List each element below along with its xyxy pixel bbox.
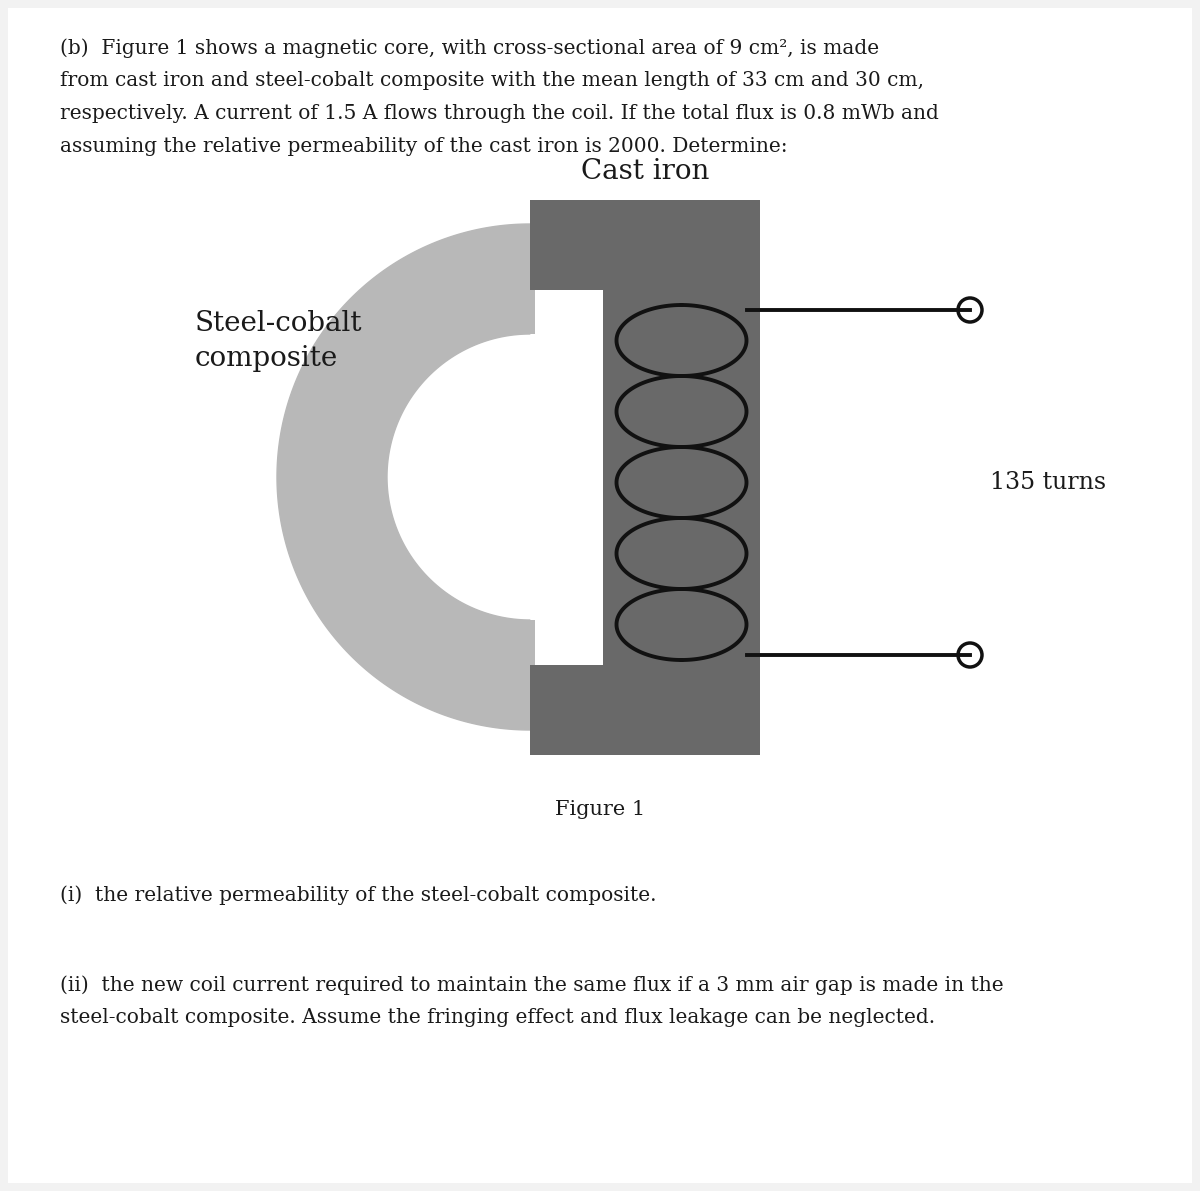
Text: 135 turns: 135 turns	[990, 470, 1106, 494]
Text: (b)  Figure 1 shows a magnetic core, with cross-sectional area of 9 cm², is made: (b) Figure 1 shows a magnetic core, with…	[60, 38, 880, 57]
Text: Steel-cobalt: Steel-cobalt	[194, 310, 362, 337]
Text: assuming the relative permeability of the cast iron is 2000. Determine:: assuming the relative permeability of th…	[60, 137, 787, 156]
Bar	[530, 200, 760, 289]
Text: composite: composite	[194, 345, 338, 372]
Polygon shape	[277, 224, 530, 730]
Bar	[604, 200, 760, 755]
Bar	[530, 621, 535, 730]
Text: steel-cobalt composite. Assume the fringing effect and flux leakage can be negle: steel-cobalt composite. Assume the fring…	[60, 1008, 935, 1027]
Text: (i)  the relative permeability of the steel-cobalt composite.: (i) the relative permeability of the ste…	[60, 885, 656, 905]
Text: Figure 1: Figure 1	[554, 800, 646, 819]
Text: from cast iron and steel-cobalt composite with the mean length of 33 cm and 30 c: from cast iron and steel-cobalt composit…	[60, 71, 924, 91]
Text: respectively. A current of 1.5 A flows through the coil. If the total flux is 0.: respectively. A current of 1.5 A flows t…	[60, 104, 938, 123]
Text: (ii)  the new coil current required to maintain the same flux if a 3 mm air gap : (ii) the new coil current required to ma…	[60, 975, 1003, 994]
Bar	[530, 665, 760, 755]
Text: Cast iron: Cast iron	[581, 158, 709, 185]
Bar	[530, 224, 535, 333]
